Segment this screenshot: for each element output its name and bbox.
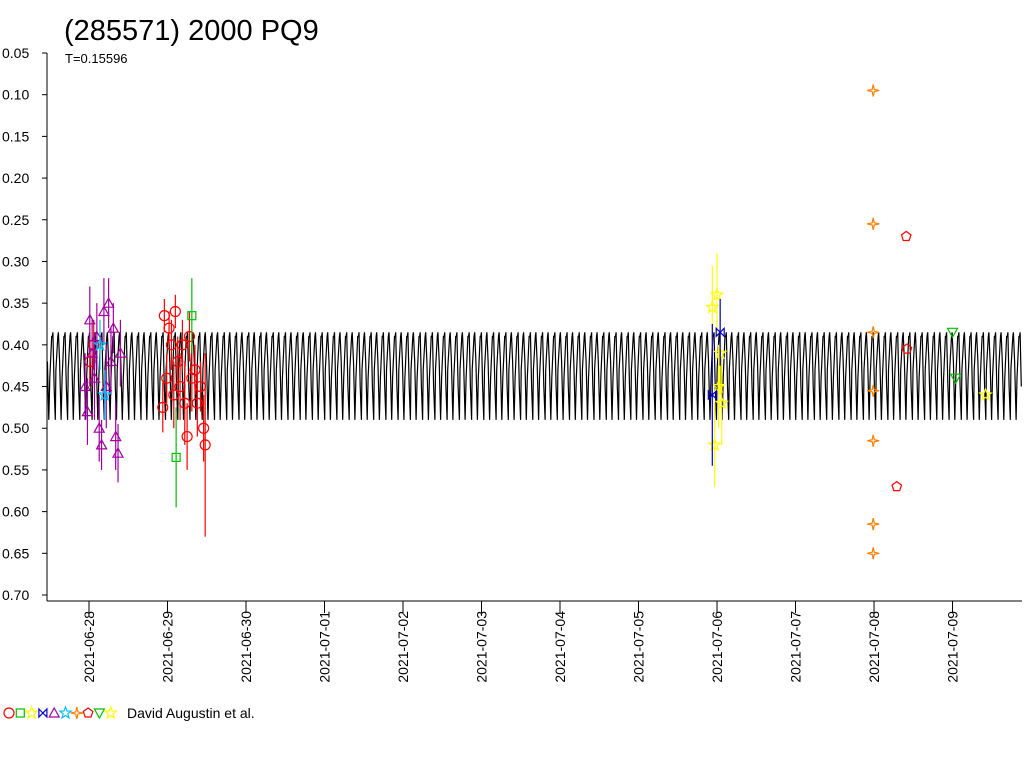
- marker: [711, 378, 726, 393]
- x-tick-label: 2021-07-06: [709, 611, 725, 683]
- marker: [867, 384, 880, 397]
- marker: [107, 321, 120, 333]
- legend-marker: [24, 705, 39, 720]
- marker: [867, 84, 880, 97]
- marker: [97, 305, 110, 317]
- marker: [183, 330, 196, 343]
- x-tick-label: 2021-06-29: [160, 611, 176, 683]
- x-tick-label: 2021-07-04: [552, 611, 568, 683]
- y-tick-label: 0.25: [2, 212, 29, 228]
- marker: [88, 339, 100, 351]
- marker: [901, 343, 913, 354]
- marker: [187, 311, 197, 321]
- x-tick-label: 2021-06-30: [238, 611, 254, 683]
- legend-marker: [3, 707, 15, 719]
- marker: [714, 395, 730, 410]
- marker: [949, 373, 962, 385]
- y-tick-label: 0.70: [2, 587, 29, 603]
- marker: [90, 330, 103, 342]
- y-tick-label: 0.40: [2, 337, 29, 353]
- marker: [891, 480, 903, 492]
- marker: [165, 339, 178, 351]
- marker: [867, 217, 880, 231]
- y-tick-label: 0.60: [2, 504, 29, 520]
- marker: [169, 305, 181, 318]
- legend-marker: [82, 707, 94, 718]
- legend-marker: [15, 708, 25, 718]
- marker: [97, 387, 113, 402]
- marker: [161, 372, 173, 384]
- x-tick-label: 2021-07-09: [945, 611, 961, 683]
- legend-marker: [38, 707, 48, 719]
- marker: [867, 517, 880, 531]
- marker: [163, 322, 175, 334]
- y-tick-label: 0.20: [2, 170, 29, 186]
- marker: [867, 434, 880, 447]
- x-tick-label: 2021-07-02: [395, 611, 411, 683]
- marker: [707, 437, 723, 452]
- marker: [95, 438, 108, 450]
- y-tick-label: 0.55: [2, 462, 29, 478]
- y-tick-label: 0.50: [2, 420, 29, 436]
- marker: [715, 326, 725, 338]
- legend-marker: [103, 705, 119, 720]
- marker: [946, 327, 959, 339]
- legend-marker: [93, 708, 106, 720]
- y-tick-label: 0.65: [2, 545, 29, 561]
- x-tick-label: 2021-07-05: [631, 611, 647, 683]
- marker: [157, 401, 169, 413]
- chart-title: (285571) 2000 PQ9: [64, 15, 319, 47]
- x-tick-label: 2021-06-28: [81, 611, 97, 683]
- x-tick-label: 2021-07-07: [788, 611, 804, 683]
- marker: [81, 405, 94, 417]
- y-tick-label: 0.15: [2, 128, 29, 144]
- marker: [867, 547, 880, 560]
- marker: [92, 337, 108, 352]
- marker: [900, 230, 912, 242]
- marker: [100, 380, 113, 392]
- marker: [709, 287, 725, 302]
- marker: [111, 446, 125, 458]
- legend-label: David Augustin et al.: [127, 705, 255, 721]
- marker: [191, 397, 203, 409]
- marker: [104, 355, 118, 367]
- x-tick-label: 2021-07-03: [474, 611, 490, 683]
- legend-marker: [48, 706, 61, 718]
- marker: [168, 389, 180, 401]
- y-tick-label: 0.10: [2, 87, 29, 103]
- marker: [102, 296, 115, 308]
- subtitle: T=0.15596: [65, 51, 128, 66]
- marker: [978, 387, 993, 402]
- model-curve: [46, 332, 1022, 420]
- x-tick-label: 2021-07-01: [317, 611, 333, 683]
- marker: [171, 452, 181, 463]
- marker: [199, 439, 211, 451]
- marker: [707, 389, 717, 401]
- x-tick-label: 2021-07-08: [866, 611, 882, 683]
- marker: [114, 346, 127, 358]
- marker: [181, 430, 193, 443]
- y-tick-label: 0.45: [2, 379, 29, 395]
- legend-marker: [70, 706, 83, 720]
- marker: [88, 371, 101, 383]
- y-tick-label: 0.30: [2, 253, 29, 269]
- marker: [83, 313, 96, 325]
- marker: [176, 339, 189, 351]
- y-tick-label: 0.05: [2, 45, 29, 61]
- marker: [198, 422, 210, 434]
- y-tick-label: 0.35: [2, 295, 29, 311]
- legend-marker: [58, 705, 73, 720]
- marker: [867, 326, 880, 339]
- marker: [179, 397, 191, 409]
